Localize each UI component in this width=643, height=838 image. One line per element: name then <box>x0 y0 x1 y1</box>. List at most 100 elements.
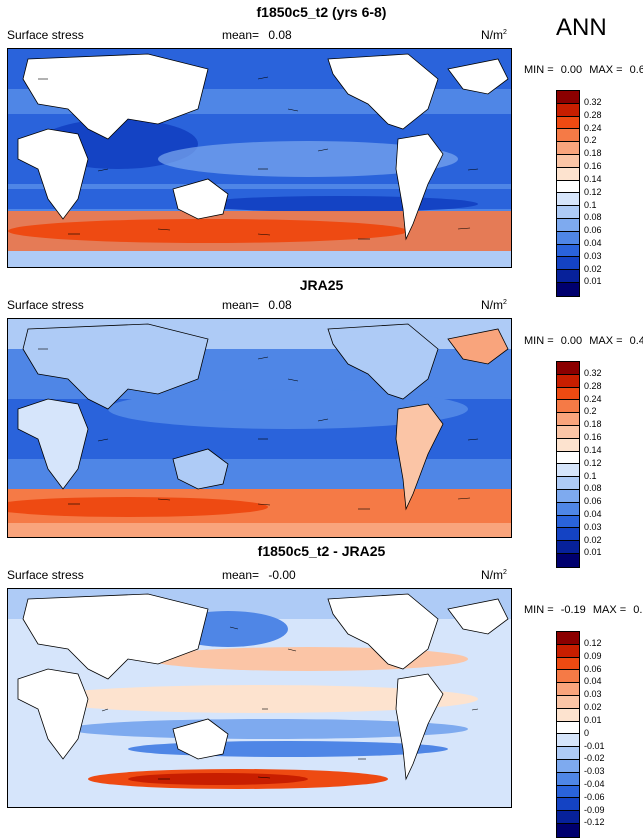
panel-3-colorbar-swatch <box>557 721 579 735</box>
panel-3-colorbar-swatch <box>557 811 579 824</box>
panel-2-mean: mean= 0.08 <box>222 298 292 312</box>
panel-3-variable: Surface stress <box>7 568 84 582</box>
colorbar-label: 0.1 <box>584 200 597 210</box>
colorbar-label: -0.06 <box>584 792 605 802</box>
panel-1-colorbar-swatch <box>557 231 579 245</box>
panel-3-units: N/m2 <box>481 568 507 582</box>
panel-2-mean-label: mean= <box>222 298 260 312</box>
panel-3-colorbar-swatch <box>557 798 579 812</box>
panel-3-min-value: -0.19 <box>560 604 586 616</box>
colorbar-label: 0.02 <box>584 702 602 712</box>
colorbar-label: 0.04 <box>584 238 602 248</box>
panel-1-map-canvas <box>8 49 511 267</box>
panel-3-colorbar-swatch <box>557 695 579 709</box>
colorbar-label: 0 <box>584 728 590 738</box>
colorbar-label: -0.02 <box>584 753 605 763</box>
panel-3-colorbar-swatch <box>557 734 579 748</box>
colorbar-label: 0.01 <box>584 276 602 286</box>
panel-1-colorbar-swatch <box>557 154 579 168</box>
colorbar-label: -0.04 <box>584 779 605 789</box>
panel-2-max-value: 0.40 <box>629 335 643 347</box>
colorbar-label: 0.04 <box>584 676 602 686</box>
panel-3-colorbar-swatch <box>557 683 579 696</box>
panel-2-mean-value: 0.08 <box>268 298 292 312</box>
panel-3-colorbar-swatch <box>557 657 579 671</box>
panel-1-colorbar-swatch <box>557 142 579 155</box>
panel-2-colorbar-swatch <box>557 553 579 567</box>
colorbar-label: 0.02 <box>584 264 602 274</box>
panel-2-colorbar-swatch <box>557 528 579 542</box>
panel-1-colorbar-swatch <box>557 206 579 219</box>
panel-2-units: N/m2 <box>481 298 507 312</box>
panel-2-colorbar-swatch <box>557 477 579 490</box>
panel-1-title: f1850c5_t2 (yrs 6-8) <box>256 4 387 20</box>
panel-2-colorbar-swatch <box>557 387 579 401</box>
colorbar-label: 0.1 <box>584 471 597 481</box>
panel-3-units-exp: 2 <box>503 569 507 576</box>
colorbar-label: 0.06 <box>584 664 602 674</box>
panel-1-colorbar-swatch <box>557 218 579 232</box>
panel-1-mean-value: 0.08 <box>268 28 292 42</box>
panel-2-colorbar-swatch <box>557 502 579 516</box>
colorbar-label: 0.08 <box>584 212 602 222</box>
panel-1-units-base: N/m <box>481 28 503 42</box>
panel-1-colorbar-swatch <box>557 244 579 258</box>
panel-2-colorbar-swatch <box>557 400 579 414</box>
colorbar-label: 0.28 <box>584 381 602 391</box>
panel-3-colorbar-swatch <box>557 708 579 722</box>
panel-3-max-label: MAX = <box>592 604 627 616</box>
colorbar-label: 0.03 <box>584 689 602 699</box>
panel-1-mean: mean= 0.08 <box>222 28 292 42</box>
colorbar-label: -0.12 <box>584 817 605 827</box>
panel-2-minmax: MIN = 0.00 MAX = 0.40 <box>524 335 643 347</box>
panel-3-mean-label: mean= <box>222 568 260 582</box>
panel-1-min-label: MIN = <box>524 64 554 76</box>
panel-1-colorbar-swatch <box>557 257 579 271</box>
panel-3-mean-value: -0.00 <box>268 568 296 582</box>
panel-2-max-label: MAX = <box>589 335 623 347</box>
colorbar-label: 0.12 <box>584 638 602 648</box>
panel-1-colorbar-swatch <box>557 103 579 117</box>
panel-2-colorbar-swatch <box>557 541 579 554</box>
panel-2-min-label: MIN = <box>524 335 554 347</box>
colorbar-label: 0.01 <box>584 547 602 557</box>
colorbar-label: 0.06 <box>584 225 602 235</box>
colorbar-label: -0.01 <box>584 741 605 751</box>
panel-2-variable: Surface stress <box>7 298 84 312</box>
colorbar-label: 0.32 <box>584 368 602 378</box>
colorbar-label: -0.03 <box>584 766 605 776</box>
colorbar-label: 0.04 <box>584 509 602 519</box>
panel-1-mean-label: mean= <box>222 28 260 42</box>
colorbar-label: 0.16 <box>584 432 602 442</box>
panel-3-title: f1850c5_t2 - JRA25 <box>257 543 386 559</box>
colorbar-label: 0.12 <box>584 458 602 468</box>
panel-3-map-canvas <box>8 589 511 807</box>
colorbar-label: 0.14 <box>584 445 602 455</box>
panel-1-minmax: MIN = 0.00 MAX = 0.61 <box>524 64 643 76</box>
colorbar-label: 0.16 <box>584 161 602 171</box>
colorbar-label: 0.03 <box>584 251 602 261</box>
panel-3-colorbar-swatch <box>557 670 579 684</box>
panel-3-map <box>7 588 512 808</box>
colorbar-label: 0.32 <box>584 97 602 107</box>
panel-2-colorbar-swatch <box>557 425 579 439</box>
panel-1-max-label: MAX = <box>589 64 623 76</box>
panel-2-colorbar-swatch <box>557 515 579 529</box>
colorbar-label: 0.2 <box>584 135 597 145</box>
colorbar-label: 0.24 <box>584 123 602 133</box>
panel-1-colorbar-swatch <box>557 282 579 296</box>
panel-1-colorbar-swatch <box>557 91 579 104</box>
colorbar-label: 0.03 <box>584 522 602 532</box>
colorbar-label: 0.08 <box>584 483 602 493</box>
panel-3-colorbar-swatch <box>557 644 579 658</box>
colorbar-label: 0.2 <box>584 406 597 416</box>
panel-1-colorbar-swatch <box>557 116 579 130</box>
panel-2-colorbar-swatch <box>557 362 579 375</box>
panel-3-colorbar-swatch <box>557 632 579 645</box>
panel-3-colorbar-swatch <box>557 747 579 760</box>
panel-1-units: N/m2 <box>481 28 507 42</box>
panel-3-max-value: 0.11 <box>633 604 643 616</box>
panel-3-colorbar-swatch <box>557 785 579 799</box>
colorbar-label: 0.24 <box>584 394 602 404</box>
panel-3-min-label: MIN = <box>524 604 554 616</box>
